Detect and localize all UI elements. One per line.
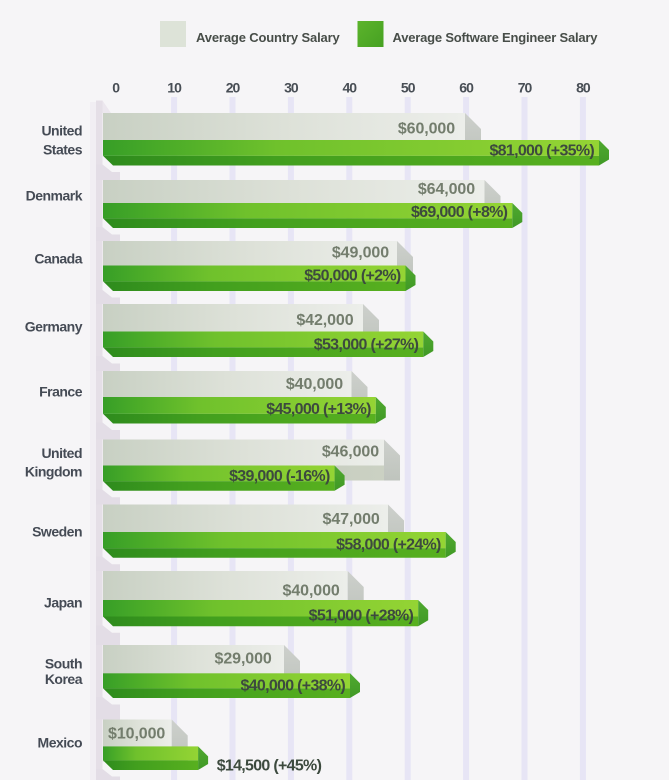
svg-text:$40,000: $40,000 bbox=[286, 376, 343, 393]
svg-text:Average Country Salary: Average Country Salary bbox=[196, 30, 341, 45]
svg-text:Canada: Canada bbox=[34, 251, 82, 267]
svg-text:Average Software Engineer Sala: Average Software Engineer Salary bbox=[393, 30, 599, 45]
svg-text:$39,000 (-16%): $39,000 (-16%) bbox=[229, 468, 330, 485]
svg-text:Denmark: Denmark bbox=[26, 187, 83, 203]
svg-text:$60,000: $60,000 bbox=[398, 121, 455, 138]
svg-text:10: 10 bbox=[167, 79, 182, 95]
svg-text:60: 60 bbox=[459, 79, 474, 95]
svg-text:United: United bbox=[41, 123, 82, 139]
svg-text:$10,000: $10,000 bbox=[108, 726, 165, 743]
svg-text:$45,000 (+13%): $45,000 (+13%) bbox=[266, 401, 371, 418]
svg-text:Sweden: Sweden bbox=[32, 523, 82, 539]
svg-text:$51,000 (+28%): $51,000 (+28%) bbox=[309, 607, 414, 624]
svg-text:$49,000: $49,000 bbox=[332, 245, 389, 262]
svg-text:70: 70 bbox=[518, 79, 533, 95]
svg-text:$50,000 (+2%): $50,000 (+2%) bbox=[304, 268, 401, 285]
svg-text:Kingdom: Kingdom bbox=[25, 463, 82, 479]
svg-text:$47,000: $47,000 bbox=[323, 511, 380, 528]
svg-text:United: United bbox=[41, 445, 82, 461]
svg-text:Korea: Korea bbox=[45, 671, 83, 687]
svg-text:$29,000: $29,000 bbox=[215, 651, 272, 668]
svg-text:$40,000: $40,000 bbox=[283, 582, 340, 599]
svg-text:$69,000 (+8%): $69,000 (+8%) bbox=[411, 204, 508, 221]
svg-text:$53,000 (+27%): $53,000 (+27%) bbox=[314, 336, 419, 353]
svg-text:$46,000: $46,000 bbox=[322, 444, 379, 461]
svg-text:80: 80 bbox=[576, 79, 591, 95]
svg-text:30: 30 bbox=[284, 79, 299, 95]
svg-text:South: South bbox=[45, 655, 82, 671]
svg-text:Germany: Germany bbox=[25, 318, 83, 334]
svg-text:0: 0 bbox=[112, 79, 120, 95]
svg-text:40: 40 bbox=[343, 79, 358, 95]
svg-text:$14,500 (+45%): $14,500 (+45%) bbox=[217, 757, 322, 774]
svg-text:Japan: Japan bbox=[44, 595, 82, 611]
svg-text:States: States bbox=[43, 142, 83, 158]
svg-text:$58,000 (+24%): $58,000 (+24%) bbox=[336, 536, 441, 553]
svg-text:20: 20 bbox=[226, 79, 241, 95]
svg-text:Mexico: Mexico bbox=[38, 735, 82, 751]
svg-text:$64,000: $64,000 bbox=[418, 181, 475, 198]
svg-text:50: 50 bbox=[401, 79, 416, 95]
svg-text:France: France bbox=[39, 383, 83, 399]
svg-text:$40,000 (+38%): $40,000 (+38%) bbox=[240, 677, 345, 694]
svg-text:$81,000 (+35%): $81,000 (+35%) bbox=[489, 142, 594, 159]
svg-text:$42,000: $42,000 bbox=[296, 312, 353, 329]
